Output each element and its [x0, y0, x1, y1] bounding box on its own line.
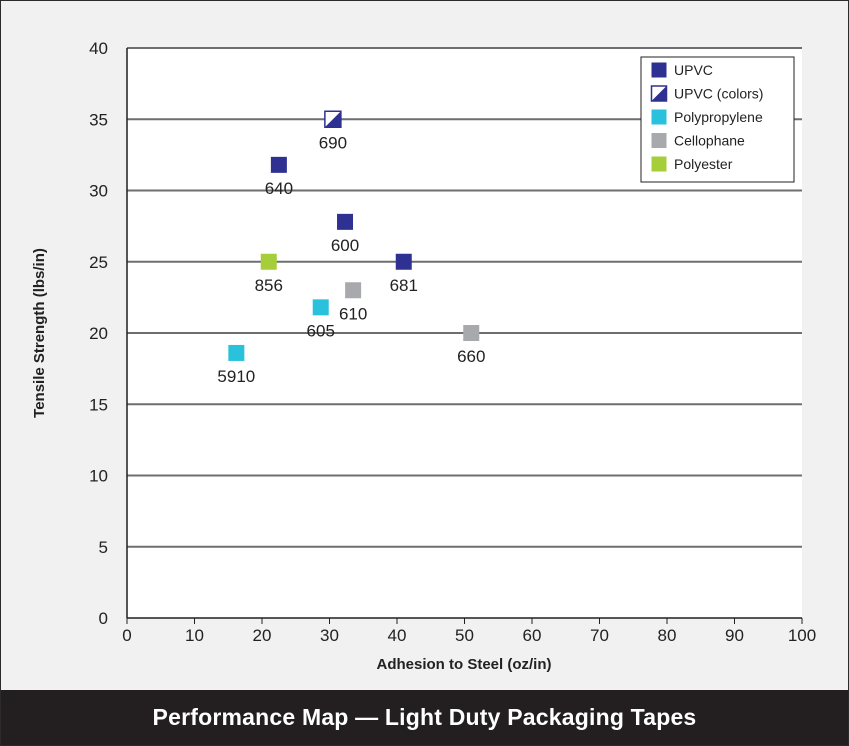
x-tick-label: 80	[658, 626, 677, 645]
legend: UPVC UPVC (colors) Polypropylene Cellophane…	[640, 56, 795, 183]
point-label-610: 610	[339, 304, 367, 323]
y-tick-label: 25	[89, 253, 108, 272]
y-tick-label: 35	[89, 110, 108, 129]
x-tick-label: 70	[590, 626, 609, 645]
marker-square	[228, 344, 245, 361]
legend-item-polypropylene: Polypropylene	[651, 109, 763, 125]
x-tick-label: 30	[320, 626, 339, 645]
grid-lines	[127, 47, 802, 548]
marker-square	[337, 213, 354, 230]
y-tick-label: 30	[89, 182, 108, 201]
x-tick-labels: 0 10 20 30 40 50 60 70 80 90 100	[122, 626, 816, 645]
y-tick-label: 0	[99, 609, 108, 628]
x-tick-label: 10	[185, 626, 204, 645]
y-tick-label: 15	[89, 395, 108, 414]
data-point-610	[345, 282, 362, 299]
x-tick-label: 50	[455, 626, 474, 645]
data-point-605	[312, 299, 329, 316]
legend-item-polyester: Polyester	[651, 156, 733, 172]
legend-label: UPVC (colors)	[674, 86, 763, 102]
y-axis-title: Tensile Strength (lbs/in)	[31, 248, 48, 418]
marker-square	[651, 109, 667, 125]
legend-swatch	[651, 109, 667, 125]
x-tick-label: 60	[523, 626, 542, 645]
point-label-856: 856	[255, 276, 283, 295]
legend-label: Cellophane	[674, 133, 745, 149]
data-point-690	[324, 110, 342, 128]
point-label-605: 605	[307, 321, 335, 340]
x-tick-label: 20	[253, 626, 272, 645]
axes	[126, 48, 803, 624]
legend-item-cellophane: Cellophane	[651, 133, 745, 149]
chart-title: Performance Map — Light Duty Packaging T…	[152, 704, 697, 730]
marker-square	[395, 253, 412, 270]
marker-square	[651, 156, 667, 172]
marker-square	[651, 62, 667, 78]
marker-square	[260, 253, 277, 270]
y-tick-label: 40	[89, 39, 108, 58]
x-tick-label: 0	[122, 626, 131, 645]
data-point-5910	[228, 344, 245, 361]
legend-swatch	[650, 85, 668, 102]
marker-square	[463, 325, 480, 341]
x-tick-label: 90	[725, 626, 744, 645]
point-label-640: 640	[265, 179, 293, 198]
legend-label: UPVC	[674, 62, 713, 78]
point-label-5910: 5910	[217, 367, 255, 386]
data-point-600	[337, 213, 354, 230]
legend-swatch	[651, 156, 667, 172]
point-label-600: 600	[331, 236, 359, 255]
legend-swatch	[651, 62, 667, 78]
marker-fill	[651, 86, 667, 101]
y-tick-label: 20	[89, 324, 108, 343]
legend-item-upvc: UPVC	[651, 62, 713, 78]
y-tick-label: 10	[89, 467, 108, 486]
marker-square	[270, 156, 287, 173]
x-axis-title: Adhesion to Steel (oz/in)	[377, 656, 552, 673]
data-point-660	[463, 325, 480, 341]
marker-square	[345, 282, 362, 299]
marker-square	[312, 299, 329, 316]
point-label-660: 660	[457, 347, 485, 366]
x-tick-label: 100	[788, 626, 816, 645]
point-label-690: 690	[319, 133, 347, 152]
data-point-681	[395, 253, 412, 270]
legend-item-upvc-colors: UPVC (colors)	[650, 85, 763, 102]
point-label-681: 681	[390, 276, 418, 295]
legend-label: Polyester	[674, 156, 733, 172]
data-point-856	[260, 253, 277, 270]
data-point-640	[270, 156, 287, 173]
y-tick-label: 5	[99, 538, 108, 557]
marker-fill	[324, 111, 341, 128]
legend-swatch	[651, 133, 667, 148]
marker-square	[651, 133, 667, 148]
y-tick-labels: 0 5 10 15 20 25 30 35 40	[89, 39, 108, 628]
legend-label: Polypropylene	[674, 109, 763, 125]
chart-title-bar: Performance Map — Light Duty Packaging T…	[1, 690, 848, 745]
x-tick-label: 40	[388, 626, 407, 645]
data-points: 640 600 681 690 605 5910 610 660 856	[217, 110, 485, 386]
